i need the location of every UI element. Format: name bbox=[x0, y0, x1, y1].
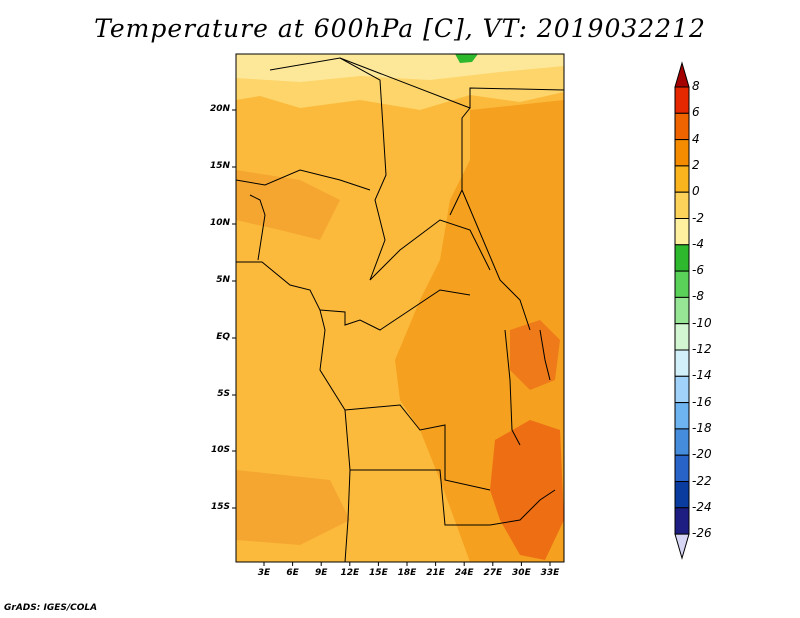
field-4-6-southeast bbox=[490, 420, 564, 560]
field-2-4-west bbox=[236, 170, 340, 240]
lon-label: 33E bbox=[540, 568, 560, 578]
lon-label: 21E bbox=[426, 568, 445, 578]
lon-label: 6E bbox=[286, 568, 299, 578]
colorbar-segment bbox=[674, 165, 690, 193]
colorbar-segment bbox=[674, 402, 690, 430]
colorbar-segment bbox=[674, 139, 690, 167]
colorbar-arrow-bottom bbox=[674, 533, 690, 560]
map-frame bbox=[235, 53, 565, 563]
colorbar-segment bbox=[674, 428, 690, 456]
colorbar-label: -16 bbox=[692, 394, 712, 409]
field-4-6-lakes bbox=[510, 320, 560, 390]
lat-label: 15N bbox=[209, 161, 230, 171]
colorbar-segment bbox=[674, 270, 690, 298]
country-borders bbox=[236, 57, 564, 562]
colorbar-segment bbox=[674, 454, 690, 483]
lon-label: 9E bbox=[314, 568, 328, 578]
colorbar-label: 8 bbox=[692, 79, 700, 93]
colorbar-label: -10 bbox=[692, 315, 712, 330]
lon-label: 18E bbox=[397, 568, 417, 578]
field-green-spot bbox=[455, 54, 478, 63]
field-2-4-south bbox=[236, 470, 350, 545]
lon-label: 24E bbox=[454, 568, 474, 578]
colorbar-label: -8 bbox=[692, 289, 704, 304]
lat-label: 5N bbox=[216, 275, 230, 285]
colorbar-arrow-top bbox=[674, 61, 690, 88]
axis-ticks bbox=[232, 109, 551, 566]
lat-label: 20N bbox=[209, 104, 230, 114]
colorbar-label: -6 bbox=[692, 263, 704, 278]
colorbar-label: -20 bbox=[692, 447, 712, 462]
temperature-field bbox=[236, 54, 564, 562]
colorbar-label: 2 bbox=[692, 157, 700, 172]
colorbar-label: -22 bbox=[692, 473, 712, 488]
map-title: Temperature at 600hPa [C], VT: 201903221… bbox=[94, 14, 706, 43]
lon-label: 3E bbox=[257, 568, 271, 578]
colorbar-label: 0 bbox=[692, 184, 700, 199]
colorbar-segment bbox=[674, 244, 690, 272]
colorbar-label: 6 bbox=[692, 105, 700, 120]
colorbar-segment bbox=[674, 375, 690, 404]
colorbar-segment bbox=[674, 507, 690, 535]
colorbar-segment bbox=[674, 349, 690, 377]
colorbar-label: -4 bbox=[692, 236, 704, 251]
lon-label: 30E bbox=[512, 568, 531, 578]
colorbar-label: -18 bbox=[692, 420, 712, 435]
colorbar-label: -26 bbox=[692, 526, 712, 541]
lon-label: 27E bbox=[483, 568, 503, 578]
colorbar-label: -12 bbox=[692, 342, 712, 356]
lon-label: 15E bbox=[369, 568, 388, 578]
colorbar-label: 4 bbox=[692, 131, 700, 146]
field-cooler-band bbox=[236, 54, 564, 82]
colorbar-segment bbox=[674, 323, 690, 351]
colorbar-segment bbox=[674, 296, 690, 325]
lat-label: EQ bbox=[216, 332, 230, 342]
lat-label: 10S bbox=[210, 445, 230, 455]
colorbar-segment bbox=[674, 112, 690, 141]
colorbar bbox=[674, 61, 690, 560]
colorbar-segment bbox=[674, 218, 690, 246]
colorbar-label: -2 bbox=[692, 210, 704, 225]
colorbar-label: -24 bbox=[692, 499, 712, 514]
lat-label: 15S bbox=[210, 502, 230, 512]
lat-label: 5S bbox=[217, 389, 230, 399]
lat-label: 10N bbox=[209, 218, 230, 228]
colorbar-segment bbox=[674, 86, 690, 114]
colorbar-segment bbox=[674, 191, 690, 219]
colorbar-label: -14 bbox=[692, 368, 712, 383]
footer-credit: GrADS: IGES/COLA bbox=[4, 603, 98, 613]
lon-label: 12E bbox=[340, 568, 360, 578]
colorbar-segment bbox=[674, 481, 690, 509]
